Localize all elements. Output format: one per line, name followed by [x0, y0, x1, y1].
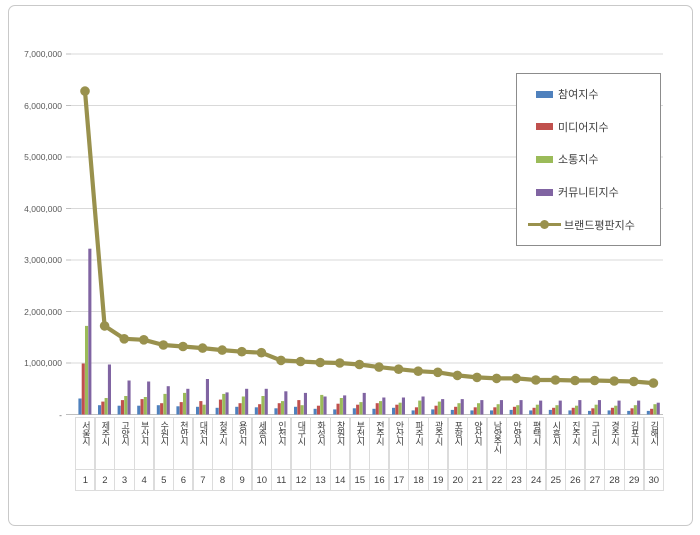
- rank-label-cell: 28: [604, 470, 625, 491]
- y-axis-tick-label: 6,000,000: [24, 100, 62, 111]
- city-label-cell: 용인시: [232, 417, 253, 470]
- city-label-cell: 진주시: [565, 417, 586, 470]
- y-axis-tick-label: 5,000,000: [24, 152, 62, 162]
- city-label-cell: 경주시: [604, 417, 625, 470]
- rank-label-cell: 26: [565, 470, 586, 491]
- legend-label: 소통지수: [558, 154, 599, 167]
- city-label-cell: 인천시: [271, 417, 292, 470]
- legend-label: 커뮤니티지수: [558, 187, 619, 200]
- bar-series-0: [78, 398, 650, 415]
- legend-item-media: 미디어지수: [517, 115, 660, 139]
- city-label-cell: 서울시: [75, 417, 96, 470]
- rank-label-cell: 16: [369, 470, 390, 491]
- city-label-cell: 김해시: [643, 417, 664, 470]
- city-label-cell: 전주시: [369, 417, 390, 470]
- rank-label-cell: 18: [408, 470, 429, 491]
- city-label-cell: 안양시: [506, 417, 527, 470]
- y-axis-tick-label: 2,000,000: [24, 306, 62, 317]
- legend-item-participation: 참여지수: [517, 82, 660, 106]
- city-label-cell: 김포시: [624, 417, 645, 470]
- city-label-cell: 천안시: [173, 417, 194, 470]
- city-label-cell: 수원시: [153, 417, 174, 470]
- legend-label: 브랜드평판지수: [564, 219, 635, 232]
- rank-label-cell: 13: [310, 470, 331, 491]
- rank-label-cell: 12: [290, 470, 312, 491]
- rank-label-cell: 17: [388, 470, 410, 491]
- rank-label-cell: 25: [545, 470, 566, 491]
- city-label-cell: 안산시: [388, 417, 410, 470]
- rank-label-cell: 24: [526, 470, 547, 491]
- rank-label-cell: 30: [643, 470, 664, 491]
- rank-label-cell: 21: [467, 470, 488, 491]
- rank-label-cell: 1: [75, 470, 96, 491]
- city-label-cell: 파주시: [408, 417, 429, 470]
- city-label-cell: 고양시: [114, 417, 135, 470]
- rank-label-cell: 22: [486, 470, 508, 491]
- city-label-cell: 대전시: [192, 417, 214, 470]
- city-label-cell: 화성시: [310, 417, 331, 470]
- bar-series-1: [81, 363, 654, 415]
- legend-label: 참여지수: [558, 89, 599, 102]
- rank-label-cell: 10: [251, 470, 272, 491]
- city-label-cell: 대구시: [290, 417, 312, 470]
- city-label-cell: 포항시: [447, 417, 468, 470]
- rank-label-cell: 11: [271, 470, 292, 491]
- media-swatch: [536, 123, 553, 131]
- legend-label: 미디어지수: [558, 121, 609, 134]
- rank-label-cell: 2: [94, 470, 116, 491]
- legend-item-community: 커뮤니티지수: [517, 180, 660, 204]
- brand-index-markers: [80, 86, 659, 388]
- rank-label-cell: 14: [330, 470, 351, 491]
- rank-label-cell: 20: [447, 470, 468, 491]
- city-label-cell: 제주시: [94, 417, 116, 470]
- y-axis-tick-label: 7,000,000: [24, 49, 62, 59]
- participation-swatch: [536, 90, 553, 98]
- city-label-cell: 평택시: [526, 417, 547, 470]
- bar-series-3: [88, 248, 660, 415]
- city-label-cell: 광주시: [428, 417, 449, 470]
- rank-label-cell: 19: [428, 470, 449, 491]
- rank-label-cell: 4: [134, 470, 155, 491]
- city-label-cell: 시흥시: [545, 417, 566, 470]
- bar-series-2: [85, 325, 657, 415]
- legend-item-brand-index: 브랜드평판지수: [517, 213, 660, 237]
- rank-label-cell: 29: [624, 470, 645, 491]
- y-axis-tick-label: 4,000,000: [24, 203, 62, 214]
- city-label-cell: 구리시: [584, 417, 606, 470]
- y-axis-tick-label: 1,000,000: [24, 358, 62, 368]
- y-axis-tick-label: 3,000,000: [24, 255, 62, 265]
- legend-item-communication: 소통지수: [517, 147, 660, 171]
- rank-label-cell: 23: [506, 470, 527, 491]
- city-label-cell: 남양주시: [486, 417, 508, 470]
- city-label-cell: 세종시: [251, 417, 272, 470]
- rank-label-cell: 3: [114, 470, 135, 491]
- y-axis-tick-label: -: [59, 409, 62, 420]
- rank-label-cell: 5: [153, 470, 174, 491]
- community-swatch: [536, 188, 553, 196]
- chart-legend: 참여지수 미디어지수 소통지수 커뮤니티지수 브랜드평판지수: [516, 73, 661, 246]
- communication-swatch: [536, 155, 553, 163]
- rank-label-cell: 9: [232, 470, 253, 491]
- city-label-cell: 부산시: [134, 417, 155, 470]
- rank-label-cell: 6: [173, 470, 194, 491]
- city-label-cell: 청주시: [212, 417, 233, 470]
- city-label-cell: 부천시: [349, 417, 370, 470]
- rank-label-cell: 7: [192, 470, 214, 491]
- brand-index-line-marker-icon: [528, 220, 561, 230]
- rank-label-cell: 15: [349, 470, 370, 491]
- rank-label-cell: 27: [584, 470, 606, 491]
- rank-label-cell: 8: [212, 470, 233, 491]
- city-label-cell: 창원시: [330, 417, 351, 470]
- city-label-cell: 양산시: [467, 417, 488, 470]
